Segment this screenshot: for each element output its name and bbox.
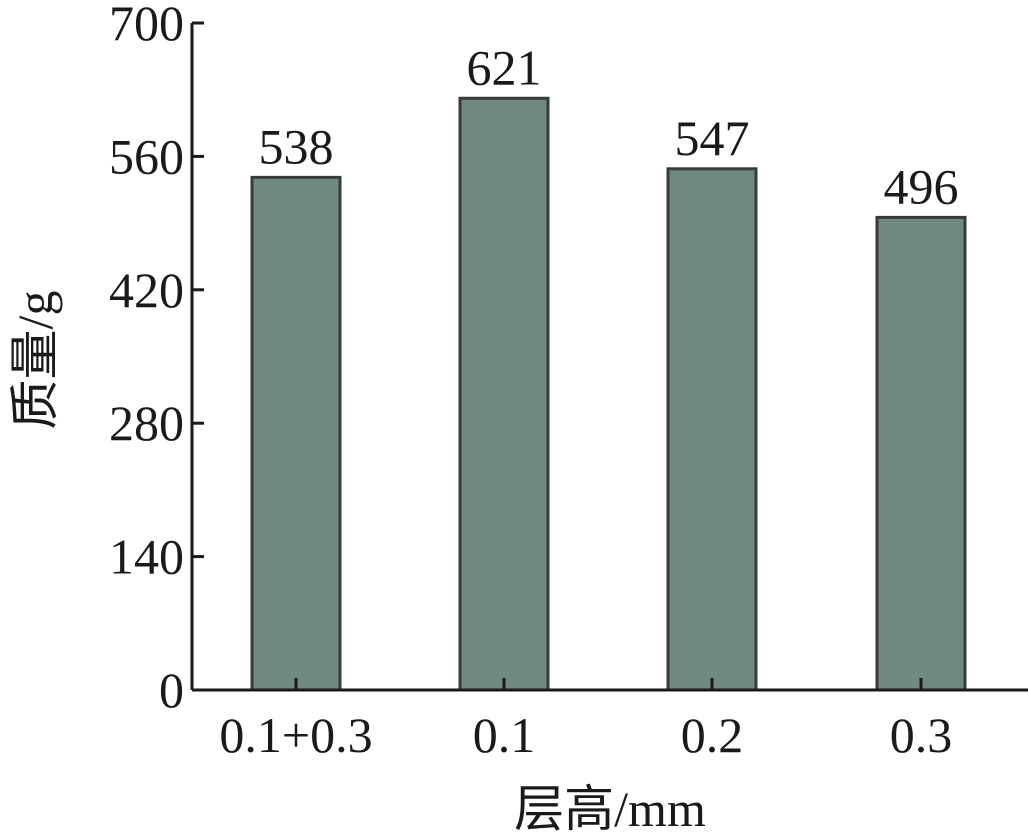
bars-group	[250, 96, 967, 692]
x-ticks-group: 0.1+0.3 0.1 0.2 0.3	[219, 678, 952, 763]
x-tick-label: 0.2	[681, 707, 744, 763]
bar-value-label: 496	[884, 158, 959, 214]
y-tick-label: 0	[159, 662, 184, 718]
y-tick-label: 140	[109, 529, 184, 585]
bar-value-label: 538	[259, 118, 334, 174]
bar	[458, 96, 550, 692]
axes-group	[190, 23, 1028, 692]
bar-value-label: 547	[675, 110, 750, 166]
y-tick-label: 420	[109, 262, 184, 318]
y-tick-label: 700	[109, 0, 184, 51]
x-tick-label: 0.1+0.3	[219, 707, 372, 763]
y-axis-title: 质量/g	[7, 291, 63, 430]
x-tick-label: 0.3	[890, 707, 953, 763]
x-tick-label: 0.1	[473, 707, 536, 763]
bar	[666, 167, 758, 692]
y-tick-label: 560	[109, 128, 184, 184]
bar	[250, 175, 342, 692]
bar-value-label: 621	[467, 39, 542, 95]
value-labels-group: 538 621 547 496	[259, 39, 959, 214]
bar	[875, 215, 967, 692]
y-tick-label: 280	[109, 395, 184, 451]
x-axis-title: 层高/mm	[514, 781, 706, 837]
y-ticks-group: 0 140 280 420 560 700	[109, 0, 204, 718]
